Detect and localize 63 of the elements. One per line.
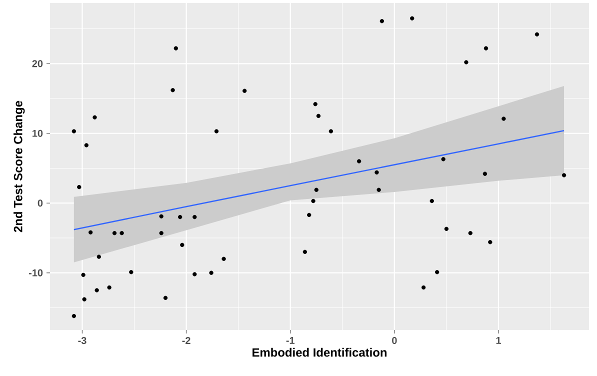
point bbox=[159, 230, 164, 236]
x-tick-label: -2 bbox=[182, 337, 190, 344]
point bbox=[107, 285, 112, 290]
x-tick-label: -3 bbox=[78, 337, 86, 344]
point bbox=[88, 230, 93, 234]
point bbox=[441, 157, 446, 162]
point bbox=[77, 184, 82, 190]
point bbox=[468, 230, 472, 236]
point bbox=[129, 270, 134, 274]
y-tick-label: -10 bbox=[28, 269, 43, 276]
point bbox=[410, 16, 414, 20]
point bbox=[94, 288, 99, 292]
point bbox=[313, 102, 318, 106]
point bbox=[482, 172, 488, 176]
point bbox=[380, 19, 384, 24]
point bbox=[376, 188, 381, 192]
point bbox=[464, 60, 468, 64]
x-tick-label: 1 bbox=[496, 337, 501, 344]
point bbox=[174, 46, 178, 50]
point bbox=[112, 230, 117, 236]
point bbox=[170, 88, 175, 92]
point bbox=[192, 272, 197, 276]
point bbox=[209, 270, 214, 275]
point bbox=[302, 250, 308, 254]
point bbox=[421, 285, 426, 290]
point bbox=[242, 88, 247, 93]
point bbox=[328, 129, 334, 134]
point bbox=[82, 297, 86, 302]
point bbox=[311, 198, 316, 204]
point bbox=[96, 254, 101, 259]
point bbox=[434, 270, 440, 274]
point bbox=[81, 272, 86, 278]
y-axis-title: 2nd Test Score Change bbox=[14, 100, 25, 232]
point bbox=[430, 198, 434, 204]
point bbox=[159, 214, 164, 218]
point bbox=[192, 214, 197, 220]
point bbox=[180, 242, 184, 248]
point bbox=[316, 114, 321, 118]
point bbox=[178, 214, 182, 220]
y-tick-label: 20 bbox=[32, 60, 43, 68]
point bbox=[488, 240, 492, 244]
point bbox=[374, 170, 379, 175]
point bbox=[444, 226, 449, 231]
x-axis-title: Embodied Identification bbox=[252, 348, 387, 357]
point bbox=[163, 296, 168, 300]
point bbox=[534, 32, 540, 36]
point bbox=[120, 230, 124, 236]
point bbox=[92, 115, 97, 120]
point bbox=[72, 129, 76, 134]
point bbox=[562, 173, 566, 178]
y-tick-label: 10 bbox=[32, 130, 43, 137]
point bbox=[314, 188, 318, 192]
point bbox=[214, 129, 219, 134]
x-tick-label: -1 bbox=[286, 337, 295, 344]
point bbox=[502, 116, 506, 121]
point bbox=[356, 159, 362, 164]
point bbox=[222, 256, 226, 261]
x-tick-label: 0 bbox=[392, 337, 397, 344]
point bbox=[307, 212, 312, 218]
point bbox=[484, 46, 488, 50]
y-tick-label: 0 bbox=[38, 200, 43, 207]
point bbox=[72, 314, 76, 318]
point bbox=[84, 143, 89, 148]
